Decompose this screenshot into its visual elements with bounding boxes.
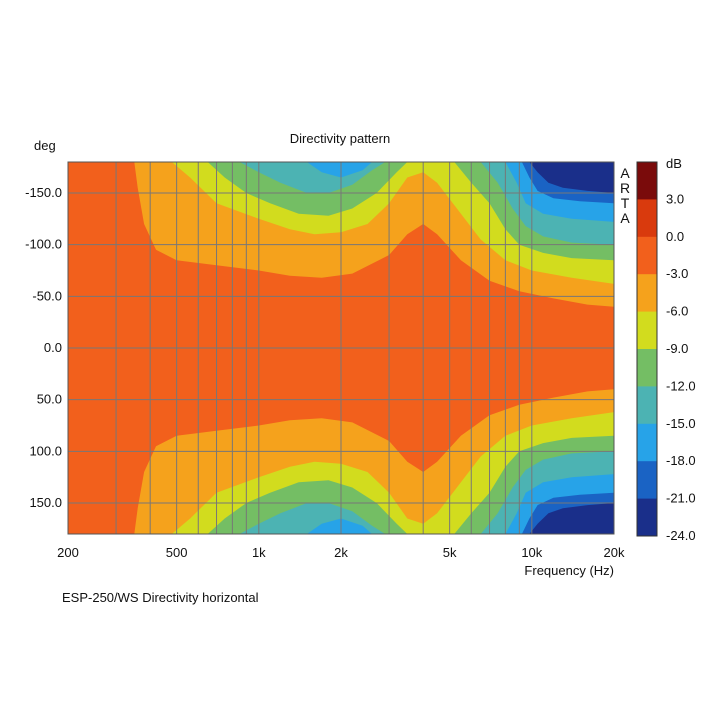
x-tick-label: 20k <box>604 545 625 560</box>
watermark-letter: R <box>620 180 630 196</box>
colorbar-label: 0.0 <box>666 229 684 244</box>
watermark-letter: T <box>621 195 630 211</box>
colorbar-swatch <box>637 423 657 462</box>
watermark-letter: A <box>620 210 630 226</box>
x-tick-label: 500 <box>166 545 188 560</box>
colorbar-label: 3.0 <box>666 191 684 206</box>
x-axis-ticks: 200 500 1k 2k 5k 10k 20k <box>57 545 625 560</box>
colorbar-swatch <box>637 386 657 425</box>
x-axis-label: Frequency (Hz) <box>524 563 614 578</box>
y-axis-ticks: -150.0 -100.0 -50.0 0.0 50.0 100.0 150.0 <box>25 185 62 510</box>
x-tick-label: 2k <box>334 545 348 560</box>
x-tick-label: 1k <box>252 545 266 560</box>
colorbar-swatch <box>637 311 657 350</box>
y-tick-label: -100.0 <box>25 237 62 252</box>
colorbar-label: -3.0 <box>666 266 688 281</box>
colorbar-unit-label: dB <box>666 156 682 171</box>
colorbar-swatch <box>637 498 657 537</box>
colorbar-swatch <box>637 461 657 500</box>
colorbar-border <box>636 161 658 537</box>
plot-border <box>67 161 615 535</box>
colorbar-swatches <box>636 161 658 537</box>
y-tick-label: 150.0 <box>29 495 62 510</box>
colorbar-swatch <box>637 349 657 387</box>
colorbar-label: -24.0 <box>666 528 696 543</box>
y-axis-label: deg <box>34 138 56 153</box>
colorbar-label: -18.0 <box>666 453 696 468</box>
x-tick-label: 10k <box>521 545 542 560</box>
y-tick-label: -50.0 <box>32 288 62 303</box>
colorbar-labels: 3.0 0.0 -3.0 -6.0 -9.0 -12.0 -15.0 -18.0 -21.0 -2… <box>666 191 696 543</box>
y-tick-label: 0.0 <box>44 340 62 355</box>
colorbar: dB 3.0 0.0 -3.0 -6.0 -9.0 -12.0 -15.0 -18.0 -21.… <box>636 156 696 543</box>
y-tick-label: 100.0 <box>29 443 62 458</box>
chart-caption: ESP-250/WS Directivity horizontal <box>62 590 259 605</box>
colorbar-swatch <box>637 162 657 200</box>
y-tick-label: -150.0 <box>25 185 62 200</box>
x-tick-label: 5k <box>443 545 457 560</box>
colorbar-label: -9.0 <box>666 341 688 356</box>
contour-band-positive-24 <box>68 503 614 534</box>
watermark-letter: A <box>620 165 630 181</box>
y-tick-label: 50.0 <box>37 392 62 407</box>
colorbar-label: -12.0 <box>666 378 696 393</box>
contour-band-negative-24 <box>68 162 614 193</box>
colorbar-swatch <box>637 199 657 238</box>
colorbar-swatch <box>637 236 657 275</box>
colorbar-swatch <box>637 274 657 313</box>
chart-title: Directivity pattern <box>290 131 390 146</box>
colorbar-label: -21.0 <box>666 491 696 506</box>
colorbar-label: -6.0 <box>666 304 688 319</box>
grid-lines <box>67 161 615 535</box>
colorbar-label: -15.0 <box>666 416 696 431</box>
x-tick-label: 200 <box>57 545 79 560</box>
